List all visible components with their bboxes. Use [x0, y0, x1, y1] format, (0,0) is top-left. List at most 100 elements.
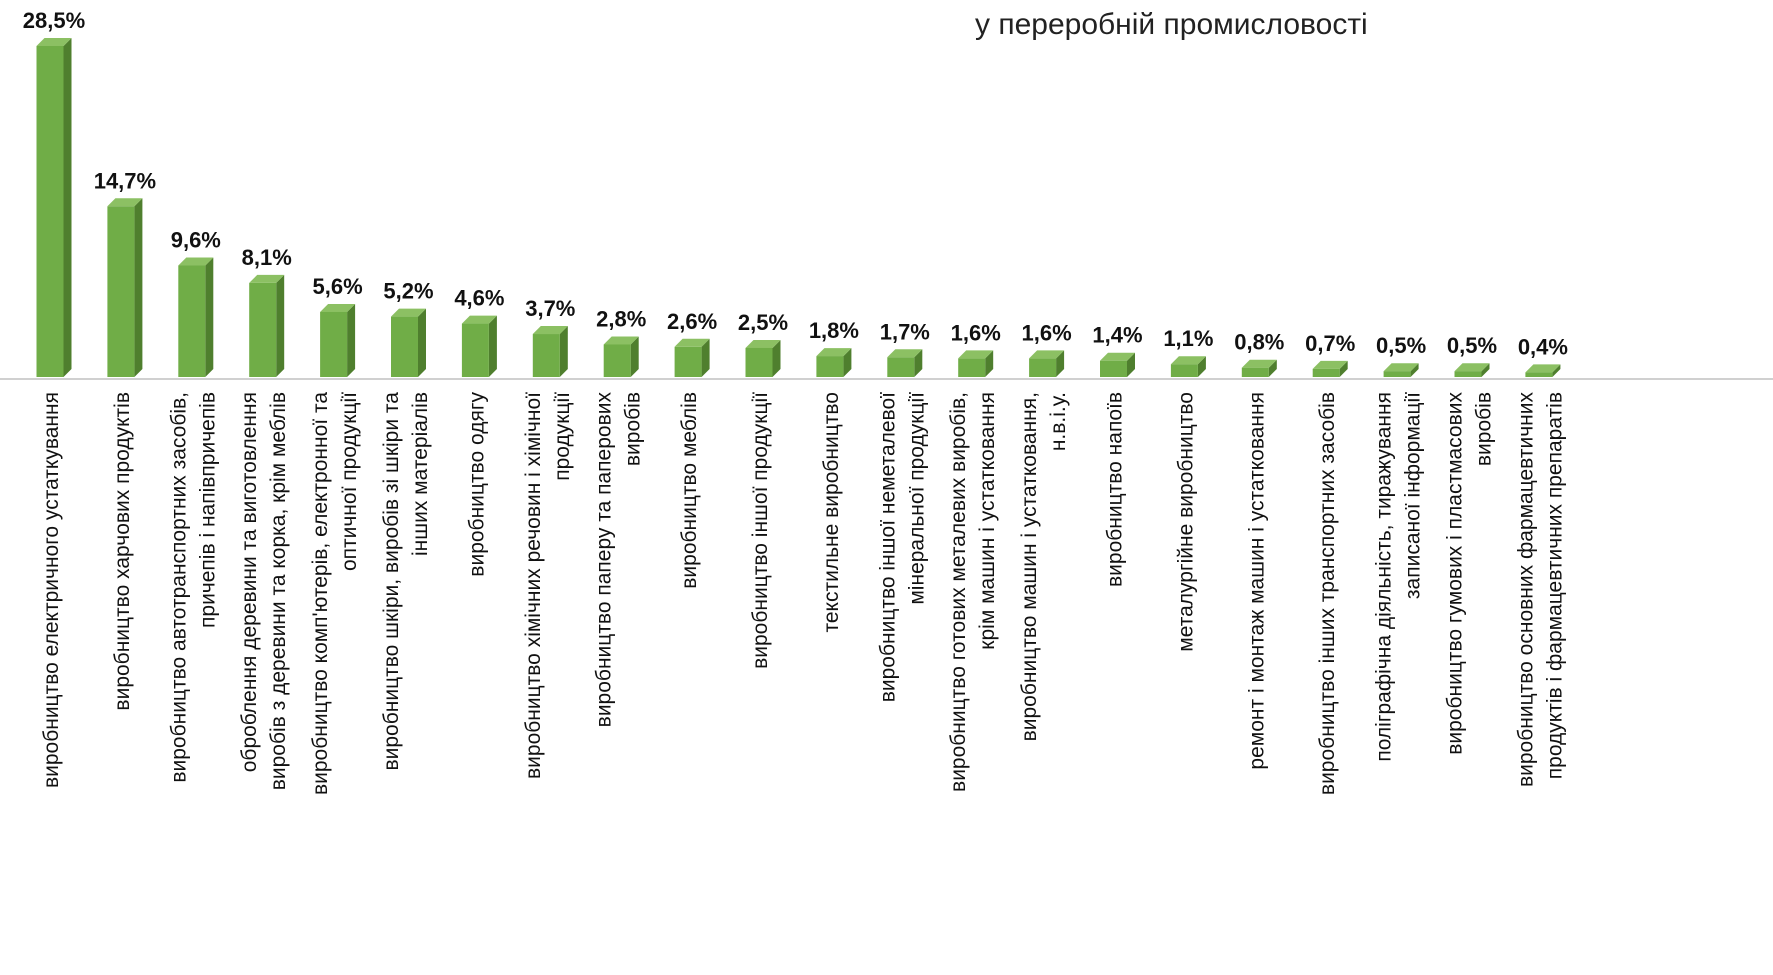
category-label: виробництво напоїв — [1104, 392, 1127, 587]
category-label: текстильне виробництво — [820, 392, 843, 633]
bar-top — [958, 350, 994, 359]
bar — [532, 334, 560, 377]
category-label: виробництво автотранспортних засобів, — [167, 392, 190, 783]
bar-top — [603, 336, 639, 345]
bar-side — [772, 339, 781, 377]
bar-side — [63, 38, 72, 377]
category-label: н.в.і.у. — [1047, 392, 1070, 451]
category-label: причепів і напівпричепів — [196, 392, 219, 628]
category-label: виробництво хімічних речовин і хімічної — [522, 392, 545, 779]
category-label: поліграфічна діяльність, тиражування — [1373, 392, 1396, 762]
category-label: крім машин і устатковання — [976, 392, 999, 650]
bar-side — [1552, 364, 1561, 377]
bar — [36, 46, 64, 377]
bar-top — [107, 198, 143, 207]
category-label: виробів — [622, 392, 645, 466]
category-label: оброблення деревини та виготовлення — [238, 392, 261, 772]
bar — [107, 206, 135, 377]
category-label: виробництво готових металевих виробів, — [947, 392, 970, 792]
bar-side — [914, 349, 923, 377]
bar-side — [1056, 350, 1065, 377]
bar-top — [1100, 352, 1135, 361]
bar — [1525, 372, 1553, 377]
category-label: ремонт і монтаж машин і устатковання — [1245, 392, 1268, 770]
bar-top — [674, 338, 710, 347]
bar — [320, 311, 348, 377]
bar-top — [1241, 359, 1277, 368]
bar-top — [1029, 350, 1065, 359]
bar-top — [36, 38, 72, 46]
bar — [178, 265, 206, 377]
bar-top — [1525, 364, 1561, 373]
data-label: 0,8% — [1234, 330, 1284, 355]
data-label: 28,5% — [23, 8, 85, 33]
data-label: 0,5% — [1447, 333, 1497, 358]
bar-side — [1410, 363, 1419, 377]
category-label: металургійне виробництво — [1174, 392, 1197, 652]
data-label: 5,6% — [313, 274, 363, 299]
category-label: виробництво шкіри, виробів зі шкіри та — [380, 392, 403, 771]
data-label: 8,1% — [242, 245, 292, 270]
data-label: 0,4% — [1518, 334, 1568, 359]
bar — [816, 356, 844, 377]
bar-side — [701, 338, 710, 377]
data-label: 1,4% — [1092, 323, 1142, 348]
category-label: оптичної продукції — [338, 392, 361, 571]
bar — [1383, 371, 1411, 377]
category-label: виробництво іншої неметалевої — [876, 392, 899, 702]
bar-top — [532, 326, 568, 335]
bar — [958, 358, 986, 377]
bar-side — [418, 308, 426, 377]
category-label: виробництво інших транспортних засобів — [1316, 392, 1339, 795]
category-label: виробництво комп'ютерів, електронної та — [309, 392, 332, 795]
bar — [391, 316, 418, 377]
bar-side — [347, 303, 356, 377]
bar — [1170, 364, 1198, 377]
data-label: 2,6% — [667, 309, 717, 334]
bar-top — [1170, 356, 1206, 365]
data-label: 1,6% — [1022, 320, 1072, 345]
data-label: 1,7% — [880, 319, 930, 344]
data-label: 9,6% — [171, 228, 221, 253]
bar — [1312, 368, 1340, 377]
category-label: виробництво паперу та паперових — [593, 392, 616, 728]
data-label: 1,6% — [951, 320, 1001, 345]
category-label: виробництво основних фармацевтичних — [1514, 392, 1537, 787]
bar-top — [178, 257, 214, 266]
bar — [745, 347, 773, 377]
bar-top — [391, 308, 426, 317]
category-label: продуктів і фармацевтичних препаратів — [1543, 392, 1566, 779]
chart-subtitle: у переробній промисловості — [975, 8, 1368, 41]
category-label: виробництво меблів — [678, 392, 701, 589]
category-label: продукції — [551, 392, 574, 481]
category-label: виробів — [1473, 392, 1496, 466]
bar-top — [1312, 360, 1348, 369]
bar-side — [630, 336, 639, 377]
bar-side — [1127, 352, 1135, 377]
bar-top — [745, 339, 781, 348]
category-label: виробництво харчових продуктів — [111, 392, 134, 711]
category-label: виробництво машин і устатковання, — [1018, 392, 1041, 741]
bar-side — [276, 274, 285, 377]
bar — [249, 282, 277, 377]
bar-side — [1197, 356, 1206, 377]
data-label: 1,1% — [1163, 326, 1213, 351]
bar-top — [320, 303, 356, 312]
bar-side — [985, 350, 994, 377]
category-label: виробів з деревини та корка, крім меблів — [267, 392, 290, 790]
bar — [1454, 371, 1482, 377]
category-label: виробництво електричного устаткування — [40, 392, 63, 788]
data-label: 4,6% — [454, 286, 504, 311]
data-label: 0,7% — [1305, 331, 1355, 356]
data-label: 14,7% — [94, 168, 156, 193]
bar-side — [1339, 360, 1348, 377]
bar-side — [1268, 359, 1277, 377]
bar — [603, 344, 631, 377]
bar — [461, 323, 489, 377]
category-label: інших матеріалів — [409, 392, 432, 556]
bar — [887, 357, 915, 377]
bar-top — [1383, 363, 1419, 372]
bar-top — [887, 349, 923, 358]
data-label: 0,5% — [1376, 333, 1426, 358]
